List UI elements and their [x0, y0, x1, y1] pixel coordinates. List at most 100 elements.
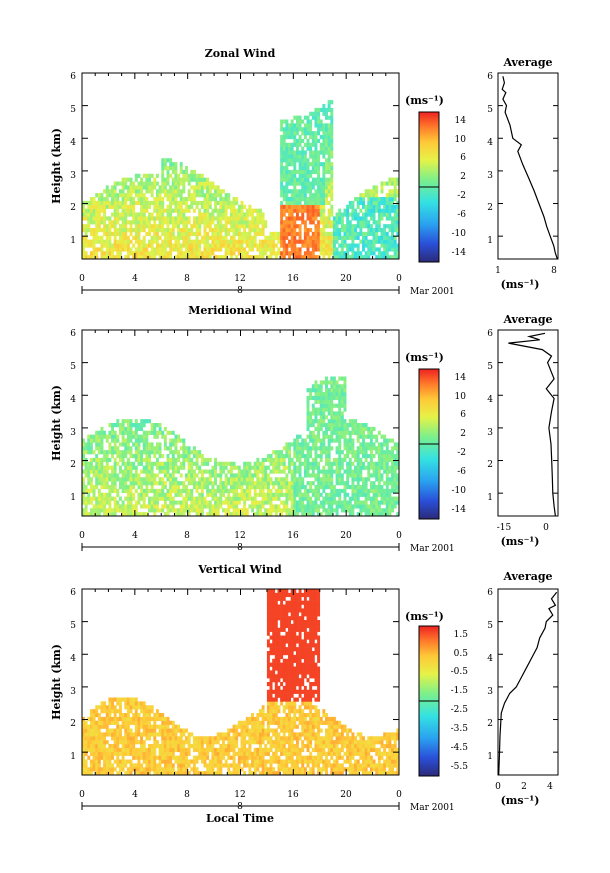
heatmap-cell [298, 485, 302, 490]
heatmap-cell [140, 247, 144, 252]
heatmap-cell [377, 239, 381, 244]
heatmap-cell [285, 492, 289, 497]
heatmap-cell [161, 197, 165, 202]
heatmap-cell [171, 724, 175, 729]
heatmap-cell [121, 736, 125, 741]
heatmap-cell [322, 434, 326, 439]
heatmap-cell [195, 465, 199, 470]
heatmap-cell [393, 228, 397, 233]
heatmap-cell [134, 220, 138, 225]
heatmap-cell [245, 216, 249, 221]
heatmap-cell [325, 135, 328, 140]
heatmap-cell [293, 454, 297, 459]
heatmap-cell [95, 771, 99, 776]
heatmap-cell [251, 496, 255, 501]
heatmap-cell [187, 465, 191, 470]
heatmap-cell [198, 224, 202, 229]
heatmap-cell [277, 485, 281, 490]
heatmap-cell [356, 204, 360, 209]
heatmap-cell [322, 477, 326, 482]
heatmap-cell [369, 434, 373, 439]
heatmap-cell [153, 251, 157, 256]
heatmap-cell [295, 492, 299, 497]
heatmap-cell [380, 500, 384, 505]
heatmap-cell [142, 728, 146, 733]
heatmap-cell [148, 181, 151, 186]
heatmap-cell [148, 430, 151, 435]
heatmap-cell [126, 255, 130, 260]
heatmap-cell [148, 419, 151, 424]
heatmap-cell [396, 181, 400, 186]
heatmap-cell [332, 485, 336, 490]
heatmap-cell [253, 243, 257, 248]
heatmap-cell [377, 473, 381, 478]
heatmap-cell [174, 744, 178, 749]
heatmap-cell [385, 450, 389, 455]
heatmap-cell [171, 481, 175, 486]
heatmap-cell [319, 200, 323, 206]
heatmap-cell [187, 197, 191, 202]
heatmap-cell [348, 512, 352, 517]
heatmap-cell [288, 251, 291, 256]
heatmap-cell [369, 231, 373, 237]
heatmap-cell [137, 771, 141, 776]
heatmap-cell [396, 442, 400, 447]
heatmap-cell [158, 724, 162, 729]
heatmap-cell [145, 419, 149, 424]
heatmap-cell [311, 473, 315, 478]
heatmap-cell [377, 457, 381, 463]
heatmap-cell [108, 465, 112, 470]
heatmap-cell [277, 251, 281, 256]
heatmap-cell [251, 220, 255, 225]
heatmap-cell [248, 496, 252, 501]
heatmap-cell [322, 488, 326, 494]
heatmap-cell [327, 100, 331, 105]
heatmap-cell [211, 181, 215, 186]
heatmap-cell [108, 512, 112, 517]
heatmap-cell [222, 189, 225, 194]
heatmap-cell [306, 434, 310, 439]
heatmap-cell [121, 239, 125, 244]
heatmap-cell [82, 755, 85, 760]
heatmap-cell [269, 508, 273, 513]
heatmap-cell [145, 231, 149, 237]
heatmap-cell [367, 469, 371, 474]
heatmap-cell [354, 231, 358, 237]
heatmap-cell [89, 747, 93, 753]
heatmap-cell [200, 185, 204, 190]
heatmap-cell [256, 512, 260, 517]
heatmap-cell [280, 457, 284, 463]
heatmap-cell [105, 251, 109, 256]
heatmap-cell [330, 208, 334, 213]
heatmap-cell [237, 512, 241, 517]
heatmap-cell [311, 150, 315, 155]
heatmap-cell [206, 461, 210, 466]
heatmap-cell [306, 131, 310, 136]
heatmap-cell [148, 755, 151, 760]
heatmap-cell [132, 477, 136, 482]
heatmap-cell [356, 255, 360, 260]
heatmap-cell [158, 481, 162, 486]
heatmap-cell [327, 504, 331, 509]
heatmap-cell [158, 189, 162, 194]
heatmap-cell [227, 481, 231, 486]
heatmap-cell [166, 173, 170, 178]
heatmap-cell [132, 720, 136, 725]
heatmap-cell [108, 751, 112, 756]
heatmap-cell [163, 177, 167, 182]
heatmap-cell [116, 454, 120, 459]
heatmap-cell [277, 469, 281, 474]
heatmap-cell [293, 208, 297, 213]
heatmap-cell [314, 115, 318, 120]
heatmap-cell [200, 193, 204, 198]
heatmap-cells [82, 376, 400, 517]
heatmap-cell [171, 740, 175, 745]
heatmap-cell [163, 716, 167, 722]
heatmap-cell [163, 208, 167, 213]
heatmap-cell [301, 173, 305, 178]
heatmap-cell [198, 481, 202, 486]
heatmap-cell [129, 204, 133, 209]
heatmap-cell [222, 200, 225, 206]
heatmap-cell [272, 481, 276, 486]
heatmap-cell [124, 200, 128, 206]
